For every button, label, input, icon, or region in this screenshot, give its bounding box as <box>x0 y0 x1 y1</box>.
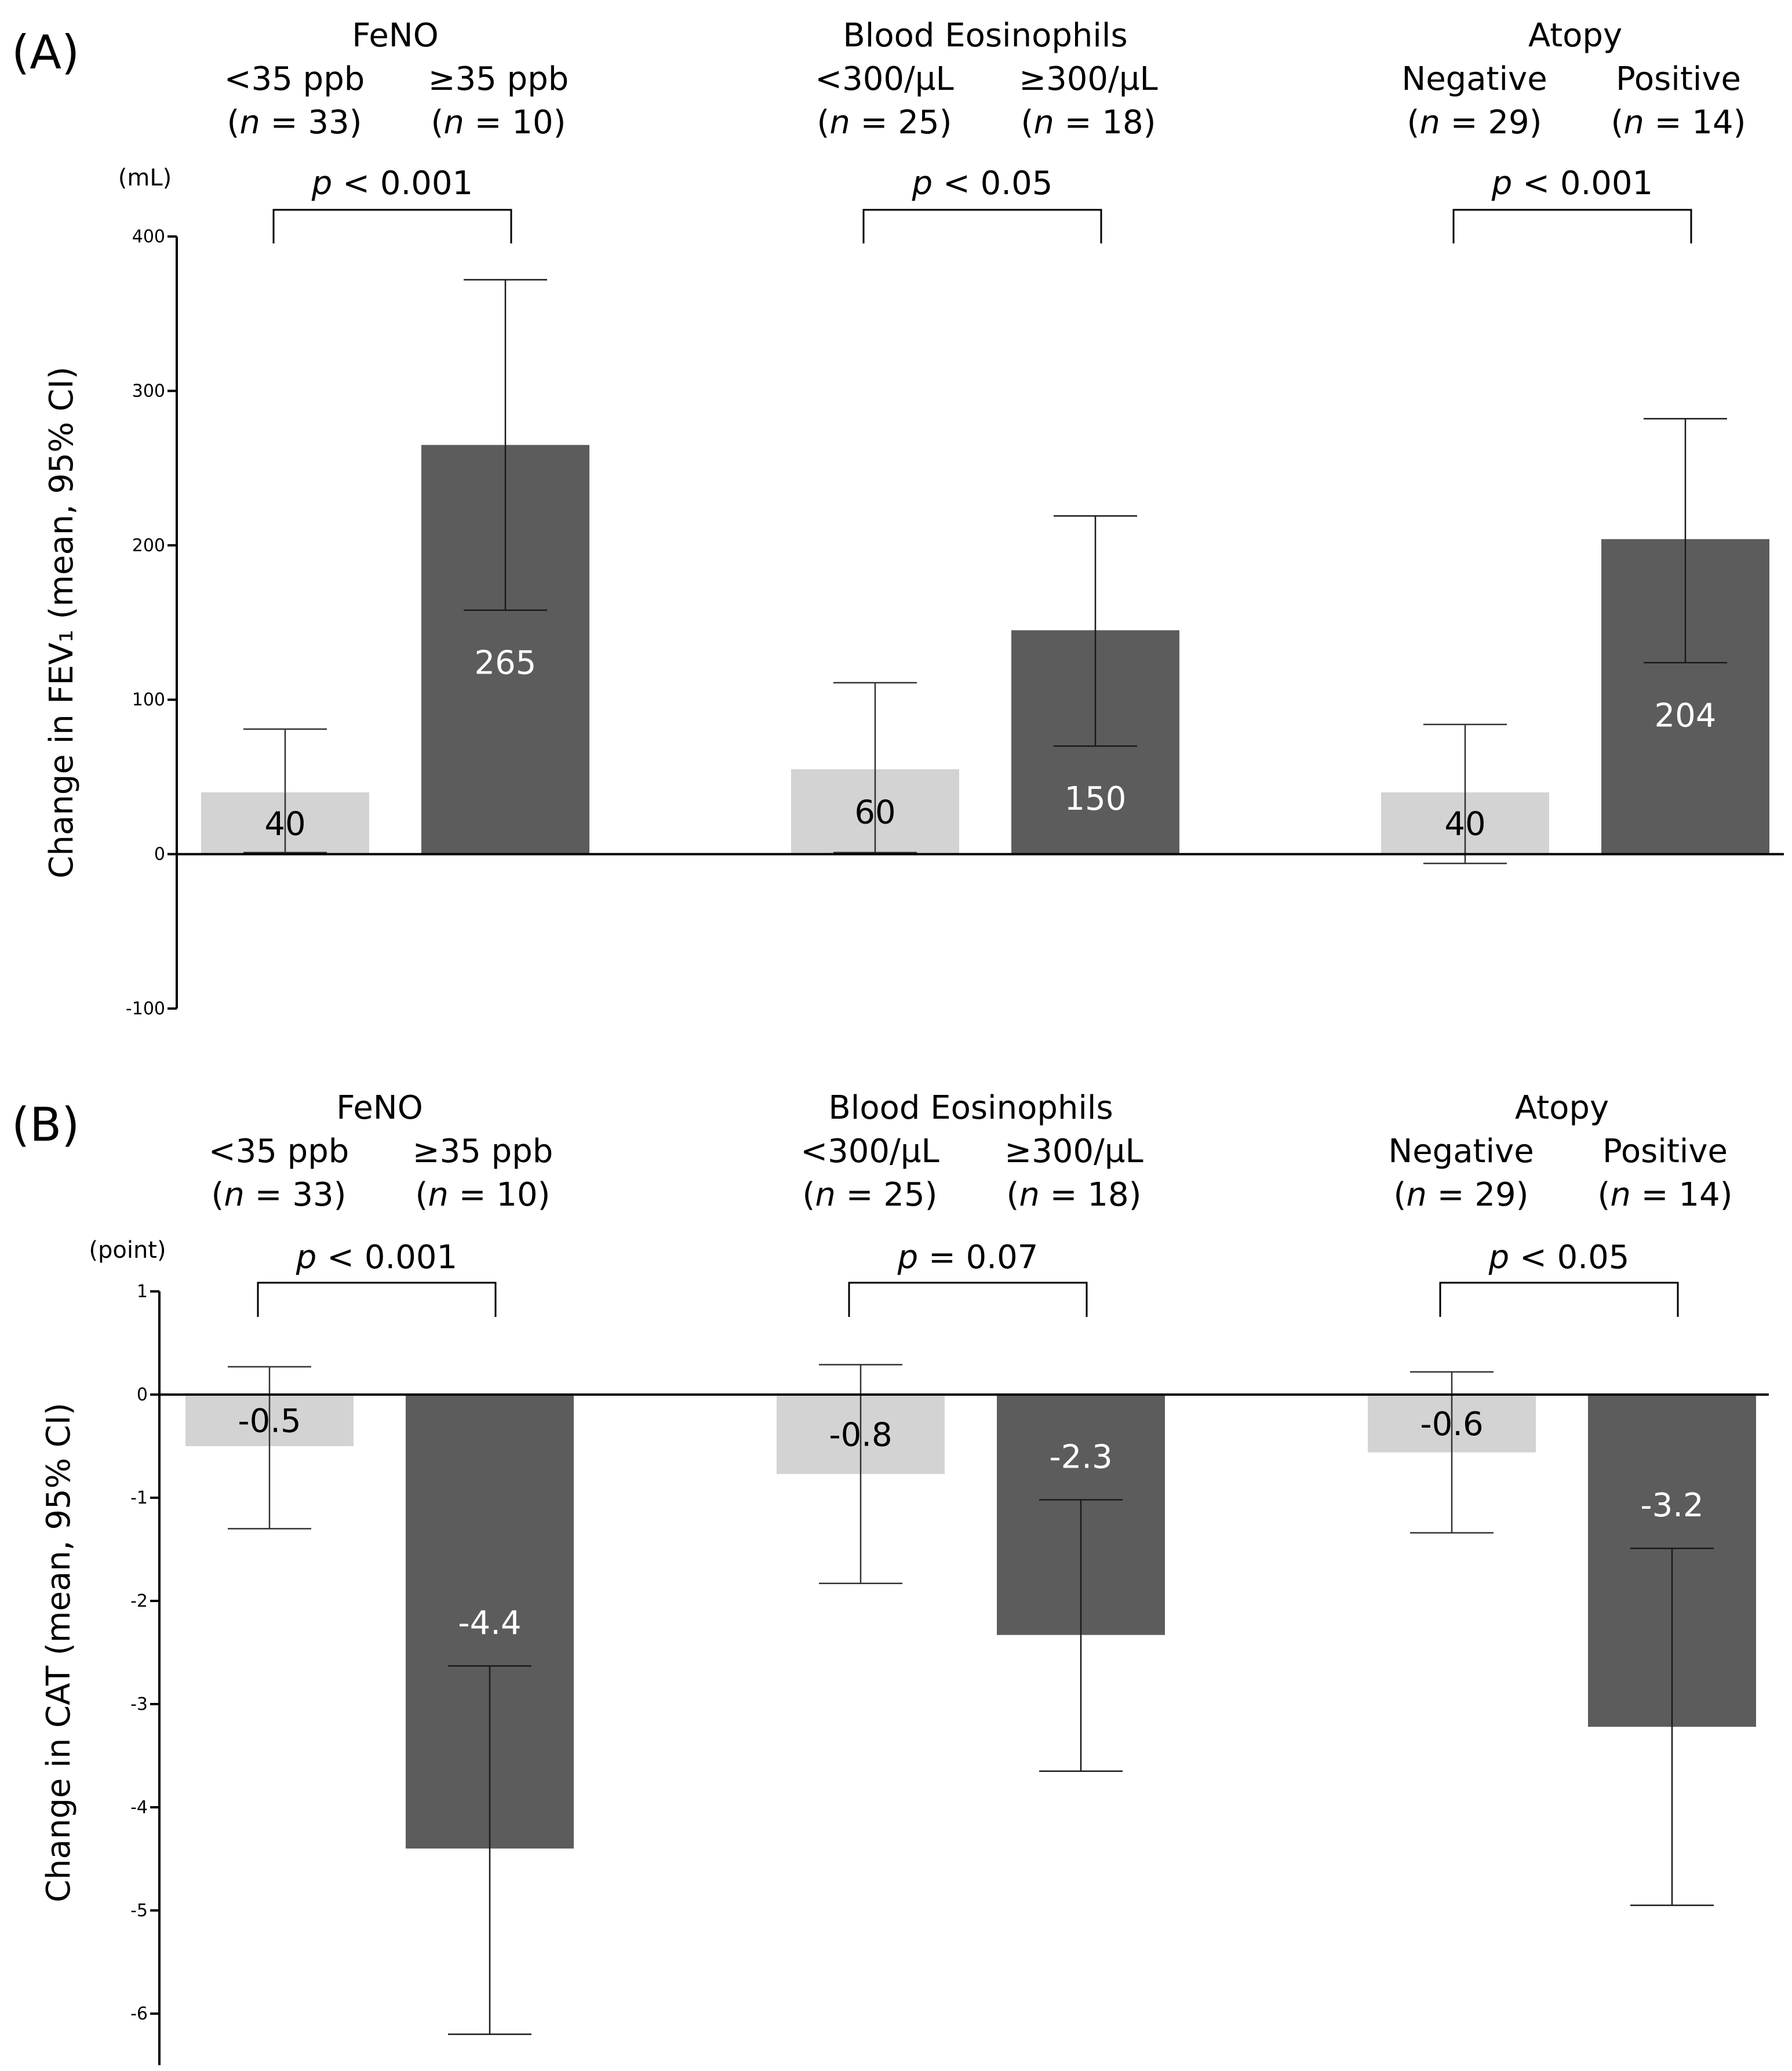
data-label: 265 <box>475 645 537 682</box>
p-value-label: p < 0.001 <box>311 165 473 202</box>
subgroup-n-label: (n = 29) <box>1407 104 1542 141</box>
y-tick-label: 400 <box>132 227 165 247</box>
significance-bracket <box>1452 209 1692 243</box>
subgroup-n-label: (n = 10) <box>431 104 566 141</box>
y-tick-label: 300 <box>132 381 165 401</box>
p-value-label: p = 0.07 <box>897 1239 1039 1276</box>
subgroup-label: <300/µL <box>815 60 954 98</box>
y-tick-label: 0 <box>154 845 165 865</box>
y-tick-label: 200 <box>132 536 165 556</box>
significance-bracket <box>1439 1282 1679 1317</box>
subgroup-n-label: (n = 14) <box>1598 1176 1733 1214</box>
p-value-label: p < 0.05 <box>1488 1239 1630 1276</box>
y-unit-label: (point) <box>89 1237 166 1264</box>
y-tick-label: 100 <box>132 690 165 710</box>
significance-bracket <box>257 1282 497 1317</box>
significance-bracket <box>272 209 512 243</box>
subgroup-label: ≥300/µL <box>1019 60 1158 98</box>
data-label: -0.8 <box>829 1417 892 1454</box>
y-tick-label: -3 <box>130 1694 148 1715</box>
p-value-label: p < 0.001 <box>296 1239 457 1276</box>
group-title: Atopy <box>1528 17 1622 54</box>
data-label: 40 <box>264 805 305 843</box>
subgroup-n-label: (n = 29) <box>1394 1176 1529 1214</box>
subgroup-n-label: (n = 33) <box>212 1176 347 1214</box>
data-label: -2.3 <box>1049 1439 1112 1476</box>
subgroup-n-label: (n = 33) <box>227 104 362 141</box>
y-tick-label: -1 <box>130 1488 148 1508</box>
subgroup-label: ≥300/µL <box>1004 1133 1143 1170</box>
y-unit-label: (mL) <box>118 165 172 191</box>
subgroup-n-label: (n = 25) <box>803 1176 938 1214</box>
subgroup-label: <35 ppb <box>209 1133 349 1170</box>
y-tick-label: -2 <box>130 1591 148 1611</box>
subgroup-n-label: (n = 10) <box>416 1176 551 1214</box>
p-value-label: p < 0.05 <box>912 165 1053 202</box>
subgroup-n-label: (n = 14) <box>1611 104 1746 141</box>
data-label: 204 <box>1655 697 1717 734</box>
subgroup-label: ≥35 ppb <box>413 1133 553 1170</box>
group-title: Blood Eosinophils <box>843 17 1127 54</box>
panel-label: (A) <box>12 26 79 79</box>
significance-bracket <box>848 1282 1088 1317</box>
data-label: -4.4 <box>458 1604 521 1642</box>
y-tick-label: 1 <box>137 1282 148 1302</box>
data-label: 40 <box>1444 805 1485 843</box>
data-label: -0.6 <box>1420 1406 1483 1443</box>
data-label: -3.2 <box>1640 1487 1703 1524</box>
group-title: Atopy <box>1515 1089 1609 1127</box>
subgroup-n-label: (n = 18) <box>1007 1176 1142 1214</box>
y-tick-label: -4 <box>130 1797 148 1818</box>
group-title: Blood Eosinophils <box>828 1089 1113 1127</box>
subgroup-n-label: (n = 25) <box>817 104 952 141</box>
group-title: FeNO <box>352 17 439 54</box>
y-tick-label: -5 <box>130 1901 148 1921</box>
subgroup-label: Positive <box>1602 1133 1728 1170</box>
data-label: -0.5 <box>238 1403 301 1440</box>
subgroup-label: Negative <box>1401 60 1547 98</box>
panel-label: (B) <box>12 1098 79 1152</box>
y-tick-label: 0 <box>137 1385 148 1405</box>
subgroup-label: ≥35 ppb <box>428 60 569 98</box>
y-tick-label: -100 <box>126 999 165 1019</box>
subgroup-n-label: (n = 18) <box>1021 104 1156 141</box>
subgroup-label: Negative <box>1388 1133 1534 1170</box>
subgroup-label: Positive <box>1616 60 1741 98</box>
y-tick-label: -6 <box>130 2004 148 2024</box>
group-title: FeNO <box>336 1089 423 1127</box>
data-label: 60 <box>854 794 895 831</box>
significance-bracket <box>862 209 1102 243</box>
y-axis-title: Change in CAT (mean, 95% CI) <box>40 1403 78 1902</box>
subgroup-label: <35 ppb <box>224 60 365 98</box>
p-value-label: p < 0.001 <box>1491 165 1653 202</box>
data-label: 150 <box>1065 780 1127 818</box>
y-axis-title: Change in FEV₁ (mean, 95% CI) <box>43 366 81 878</box>
subgroup-label: <300/µL <box>800 1133 939 1170</box>
